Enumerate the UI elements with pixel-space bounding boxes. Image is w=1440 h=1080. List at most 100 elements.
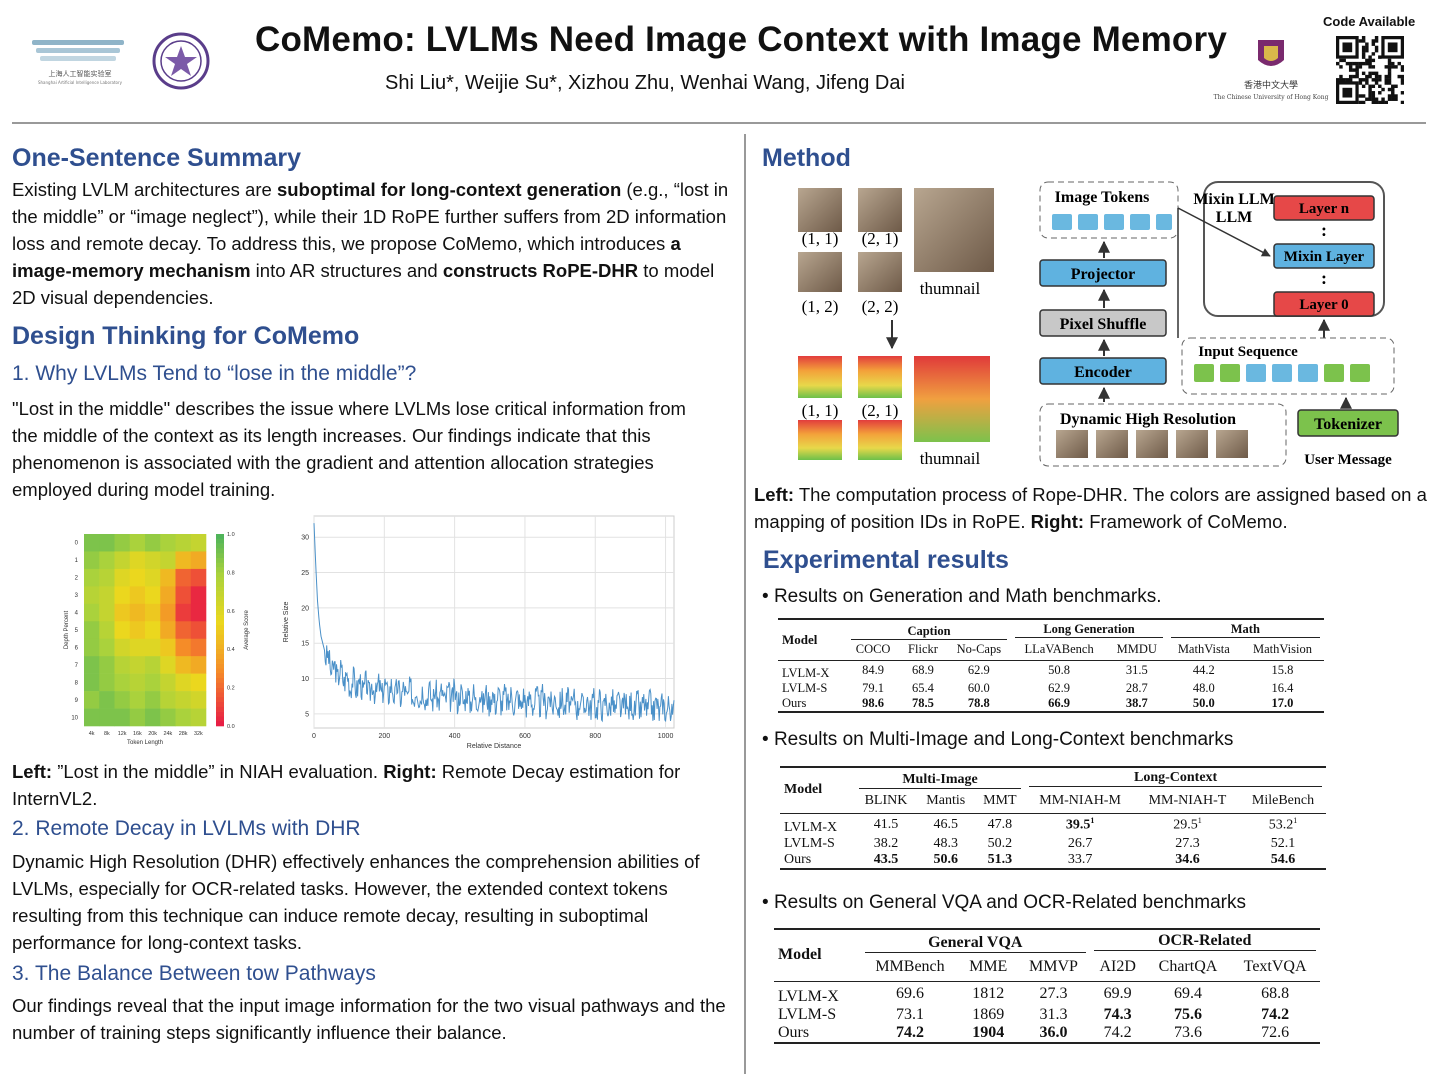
heatmap-y-tick: 0 [75,541,79,547]
qr-module [1378,91,1382,95]
coord-label: (1, 2) [802,297,839,316]
method-caption: Left: The computation process of Rope-DH… [754,484,1427,532]
qr-module [1384,65,1389,69]
svg-text:香港中文大學: 香港中文大學 [1244,79,1298,91]
colorbar-tick: 1.0 [227,532,235,538]
heatmap-cell [84,638,100,657]
qr-module [1387,58,1392,63]
tile-2-2-image [858,252,902,292]
qr-module [1394,65,1398,69]
qr-module [1336,78,1340,82]
heatmap-cell [129,638,146,657]
heatmap-y-tick: 7 [75,663,79,669]
table-row: LVLM-S 79.1 65.4 60.0 62.9 28.7 48.0 16.4 [782,680,1294,695]
layer-n-label: Layer n [1299,201,1350,217]
remote-decay-chart: 0 200 400 600 800 1000 5 10 15 20 25 30 Relative Dis… [276,508,686,756]
heatmap-cell [99,568,115,587]
bullet-generation-math: • Results on Generation and Math benchma… [762,586,1162,607]
heatmap-cell [129,534,146,552]
heatmap-cell [160,568,176,587]
qr-code[interactable] [1336,36,1405,105]
pixel-shuffle-block [1039,309,1167,337]
qr-module [1355,68,1359,72]
summary-text: Existing LVLM architectures are suboptim… [12,179,729,308]
heatmap-x-tick: 4k [89,731,95,737]
colorbar-segment [216,610,224,616]
colorbar-segment [216,682,224,688]
qr-module [1391,97,1395,101]
qr-module [1368,91,1372,95]
qr-module [1374,36,1379,40]
colorbar-tick: 0.6 [227,609,235,615]
qr-module [1365,78,1369,82]
qr-module [1391,94,1395,98]
qr-module [1348,78,1353,82]
coord-label: (2, 1) [862,229,899,248]
method-framework-figure: (1, 1) (2, 1) (1, 2) (2, 2) thumnail (1,… [790,178,1410,478]
qr-module [1342,58,1346,63]
qr-module [1368,97,1372,101]
y-axis-label: Relative Size [283,601,290,642]
rope-tile-1-2 [798,420,842,460]
rope-color-tiles: (1, 1) (2, 1) thumnail [798,356,990,468]
qr-module [1336,61,1340,66]
general-vqa-group-header: General VQA [861,928,1090,953]
colorbar-segment [216,562,224,568]
qr-module [1384,81,1389,85]
qr-module [1387,81,1392,85]
figure1-caption: Left: ”Lost in the middle” in NIAH evalu… [12,761,681,809]
qr-module [1371,52,1376,56]
table-row: Ours 43.5 50.6 51.3 33.7 34.6 54.6 [780,851,1326,870]
heatmap-cell [84,673,100,692]
heatmap-cell [129,621,146,640]
colorbar-segment [216,673,224,679]
heatmap-cell [129,708,146,727]
column-header: BLINK [864,792,908,808]
x-tick-label: 1000 [658,733,674,740]
heatmap-cell [99,586,115,605]
colorbar-segment [216,706,224,712]
heatmap-y-tick: 3 [75,593,79,599]
colorbar-label: Average Score [244,610,250,650]
colorbar-segment [216,721,224,727]
shanghai-ai-lab-logo: 上海人工智能实验室 Shanghai Artificial Intelligen… [28,36,132,88]
heatmap-y-tick: 5 [75,628,79,634]
colorbar-segment [216,634,224,640]
qr-module [1361,55,1366,59]
qr-module [1361,45,1366,50]
qr-module [1374,39,1379,43]
qr-module [1387,97,1392,101]
svg-text:The Chinese University of Hong: The Chinese University of Hong Kong [1214,94,1329,101]
colorbar-tick: 0.2 [227,686,235,692]
qr-module [1358,81,1363,85]
heatmap-cell [114,551,131,570]
encoder-label: Encoder [1074,364,1132,381]
heatmap-x-label: Token Length [127,740,163,746]
heatmap-cell [84,691,100,709]
qr-module [1387,65,1392,69]
mixin-layer-block [1273,243,1375,269]
heatmap-x-tick: 8k [104,731,110,737]
qr-module [1365,97,1369,101]
qr-module [1371,58,1376,63]
heatmap-x-tick: 24k [163,731,172,737]
column-header: MMBench [875,957,945,975]
table-row: Ours 74.2 1904 36.0 74.2 73.6 72.6 [774,1023,1320,1044]
colorbar-segment [216,558,224,564]
caption-group-header: Caption [846,618,1012,640]
tile-2-1-image [858,188,902,232]
qr-module [1358,78,1363,82]
heatmap-cell [114,568,131,587]
ocr-related-group-header: OCR-Related [1089,928,1320,953]
heatmap-y-tick: 9 [75,698,79,704]
coord-label: (1, 1) [802,401,839,420]
colorbar-segment [216,678,224,684]
colorbar-segment [216,553,224,559]
qr-module [1371,71,1376,76]
qr-module [1387,78,1392,82]
colorbar-segment [216,697,224,703]
heatmap-cell [114,586,131,605]
qr-module [1368,94,1372,98]
section1-heading: 1. Why LVLMs Tend to “lose in the middle… [12,362,417,385]
heatmap-cell [145,708,161,727]
